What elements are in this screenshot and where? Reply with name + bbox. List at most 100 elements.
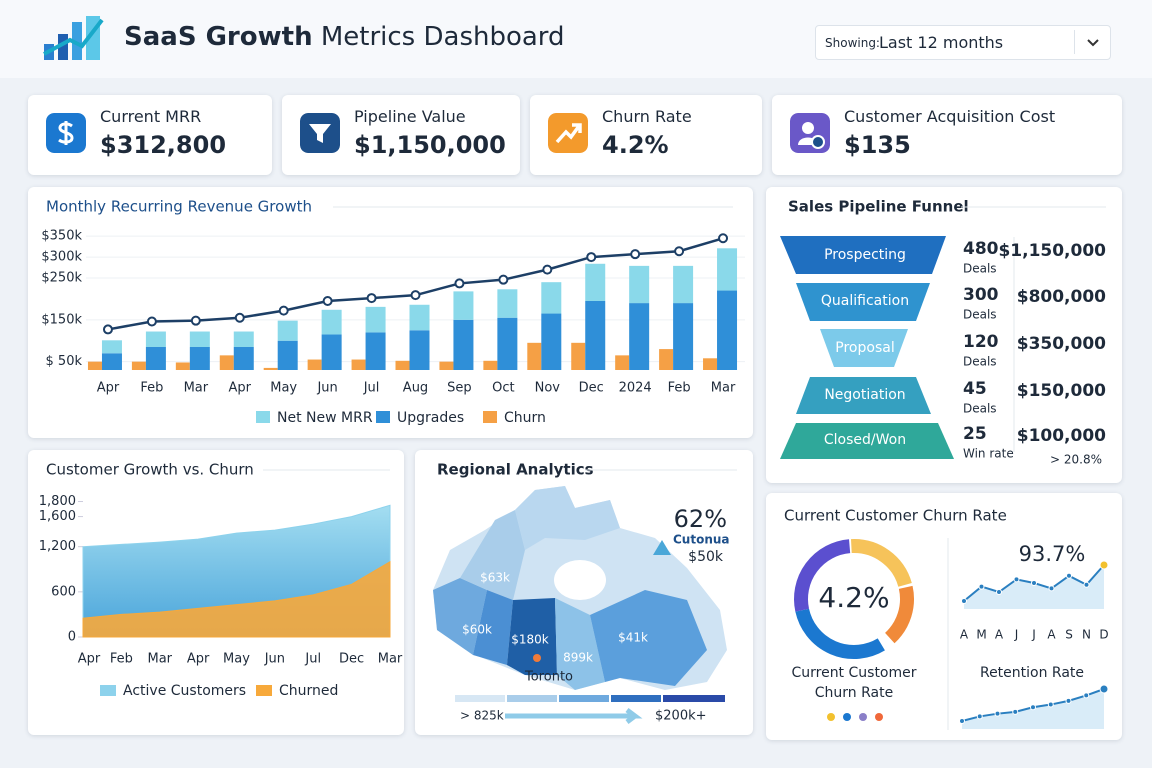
legend-label: Net New MRR [277,410,373,426]
x-tick-label: Mar [147,652,172,667]
bar [321,334,342,370]
stage-name: Qualification [821,293,909,309]
line-point [542,264,553,275]
stage-name: Closed/Won [824,432,906,448]
bar [703,358,718,370]
line-point [234,312,245,323]
region-label: $41k [618,631,648,645]
period-dropdown[interactable]: Showing: Last 12 months [815,25,1111,60]
x-tick-label: A [1047,628,1056,642]
spark-point [996,589,1002,595]
bar [629,265,650,304]
x-tick-label: May [223,652,250,667]
bar [277,340,298,370]
spark-point [978,583,985,590]
y-tick-label: 1,200 [39,539,76,554]
spark-point [1047,701,1054,708]
line-point [630,249,641,260]
x-tick-label: Apr [78,652,101,667]
donut-ring [884,585,914,644]
x-tick-label: May [270,381,297,396]
kpi-card: Pipeline Value $1,150,000 [282,95,520,175]
bar [497,289,518,318]
map-card: Regional Analytics 62% Cutonua $50k Toro… [415,450,753,735]
x-tick-label: Jun [316,381,337,396]
kpi-label: Current MRR [100,107,202,126]
map-shapes [433,486,727,690]
title-strong: SaaS Growth [124,22,313,52]
stage-count: 300 [963,285,999,305]
x-tick-label: Jul [363,381,380,396]
logo [43,16,104,60]
spark-point [976,713,983,720]
bar [717,248,738,291]
x-tick-label: Mar [378,652,403,667]
mrr-chart: Monthly Recurring Revenue Growth $350k $3… [41,198,745,426]
kpi-card: Churn Rate 4.2% [530,95,762,175]
dots [827,713,883,721]
bar [145,331,166,347]
bar [673,265,694,304]
stage-unit: Deals [963,308,997,322]
callout-value: 62% [674,505,727,533]
kpi-label: Customer Acquisition Cost [844,107,1056,126]
kpi-value: 4.2% [602,131,669,159]
x-tick-label: S [1065,628,1073,642]
spark-point [1099,560,1109,570]
x-tick-label: A [995,628,1004,642]
area [82,560,391,638]
x-tick-label: D [1099,628,1108,642]
map-panel: Regional Analytics 62% Cutonua $50k Toro… [433,461,737,724]
x-tick-label: Sep [447,381,472,396]
bar [527,342,542,370]
kpi-card: Customer Acquisition Cost $135 [772,95,1122,175]
x-tick-label: M [976,628,986,642]
x-tick-label: Dec [339,652,364,667]
stage-name: Prospecting [824,247,906,263]
funnel-card: Sales Pipeline Funnel Prospecting 480 Deal… [766,187,1122,483]
legend-label: Upgrades [397,410,464,426]
stage-unit: Deals [963,262,997,276]
line-point [278,305,289,316]
x-tick-label: Mar [711,381,736,396]
stage-count: 120 [963,332,999,352]
legend-label: Churned [279,683,338,699]
panel-title: Current Customer Churn Rate [784,507,1007,525]
x-tick-label: 2024 [619,381,652,396]
stage-value: $1,150,000 [998,241,1106,261]
bar [219,355,234,370]
kpi-value: $312,800 [100,131,227,159]
x-tick-label: Jul [304,652,321,667]
line-point [498,274,509,285]
filter-value: Last 12 months [879,33,1004,52]
line-point [146,316,157,327]
map-legend [455,695,725,724]
spark-point [1066,572,1072,579]
donut-caption: Current Customer [791,665,916,681]
map-title: Regional Analytics [437,461,594,479]
funnel-title: Sales Pipeline Funnel [788,198,969,216]
bar [189,347,210,370]
bar [659,349,674,370]
header: SaaS Growth Metrics Dashboard Showing: L… [0,0,1152,78]
x-tick-label: Aug [403,381,428,396]
x-tick-label: Jun [264,652,285,667]
x-tick-label: J [1014,628,1019,642]
city-label: Toronto [524,670,573,685]
bar [717,290,738,370]
spark-point [1030,704,1036,711]
spark-point [1083,581,1090,588]
funnel-stage [780,236,946,274]
x-tick-label: Apr [187,652,210,667]
line-point [674,246,685,257]
churn-card: Current Customer Churn Rate 4.2% Current… [766,493,1122,740]
line-point [102,324,113,335]
spark-point [1065,697,1072,704]
spark-point [1031,580,1037,586]
donut-ring [851,539,912,588]
funnel-stage [796,377,931,414]
x-tick-label: Feb [668,381,691,396]
spark-point [1099,684,1109,694]
